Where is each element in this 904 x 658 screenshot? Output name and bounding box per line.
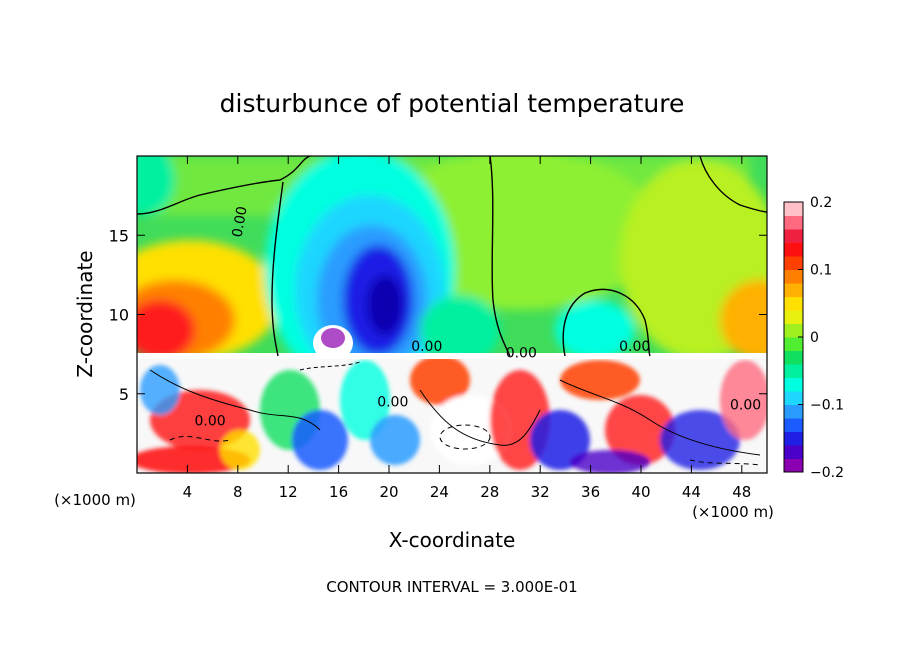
x-tick-label: 48 — [732, 483, 751, 501]
colorbar-tick-label: −0.1 — [810, 398, 844, 414]
x-tick-label: 32 — [531, 483, 550, 501]
colorbar — [784, 202, 803, 473]
x-tick-label: 36 — [581, 483, 600, 501]
x-tick-label: 12 — [279, 483, 298, 501]
y-tick-label: 5 — [119, 385, 129, 404]
colorbar-swatch — [784, 377, 803, 392]
x-axis-label: X-coordinate — [389, 528, 516, 552]
contour-label: 0.00 — [730, 398, 761, 414]
colorbar-swatch — [784, 202, 803, 216]
contour-label: 0.00 — [619, 339, 650, 355]
x-tick-label: 4 — [183, 483, 193, 501]
colorbar-swatch — [784, 269, 803, 284]
colorbar-tick-label: −0.2 — [810, 465, 844, 481]
contour-label: 0.00 — [506, 345, 537, 361]
contour-lines — [137, 156, 767, 466]
x-tick-label: 28 — [480, 483, 499, 501]
colorbar-swatch — [784, 445, 803, 459]
colorbar-tick-label: 0.2 — [810, 195, 832, 211]
x-tick-label: 16 — [329, 483, 348, 501]
colorbar-swatch — [784, 242, 803, 257]
x-tick-label: 8 — [233, 483, 243, 501]
contour-label: 0.00 — [230, 205, 251, 238]
colorbar-swatch — [784, 310, 803, 324]
colorbar-swatch — [784, 229, 803, 243]
y-tick-label: 15 — [109, 226, 129, 245]
colorbar-swatch — [784, 364, 803, 378]
colorbar-swatch — [784, 350, 803, 365]
x-unit-left: (×1000 m) — [54, 491, 136, 509]
colorbar-swatch — [784, 458, 803, 473]
colorbar-swatch — [784, 215, 803, 230]
colorbar-swatch — [784, 296, 803, 311]
x-tick-label: 44 — [682, 483, 701, 501]
colorbar-swatch — [784, 391, 803, 405]
y-axis-label: Z-coordinate — [73, 250, 97, 377]
colorbar-swatch — [784, 256, 803, 270]
contour-label: 0.00 — [377, 394, 408, 410]
x-axis: 4 8 12 16 20 24 28 32 36 40 44 48 — [183, 156, 751, 501]
x-unit-right: (×1000 m) — [692, 503, 774, 521]
y-axis: 5 10 15 — [109, 226, 767, 404]
colorbar-tick-label: 0.1 — [810, 263, 832, 279]
colorbar-swatch — [784, 337, 803, 351]
contour-label: 0.00 — [194, 413, 225, 429]
colorbar-tick-label: 0 — [810, 330, 819, 346]
colorbar-swatch — [784, 418, 803, 432]
chart-title: disturbunce of potential temperature — [220, 89, 685, 118]
colorbar-swatch — [784, 283, 803, 297]
heatmap-field: 0.00 0.00 0.00 0.00 0.00 0.00 0.00 — [137, 156, 767, 473]
colorbar-swatch — [784, 404, 803, 419]
colorbar-swatch — [784, 323, 803, 338]
contour-interval-note: CONTOUR INTERVAL = 3.000E-01 — [326, 578, 577, 596]
colorbar-swatch — [784, 431, 803, 446]
y-tick-label: 10 — [109, 306, 129, 325]
contour-label: 0.00 — [411, 339, 442, 355]
x-tick-label: 24 — [430, 483, 449, 501]
x-tick-label: 20 — [379, 483, 398, 501]
x-tick-label: 40 — [631, 483, 650, 501]
